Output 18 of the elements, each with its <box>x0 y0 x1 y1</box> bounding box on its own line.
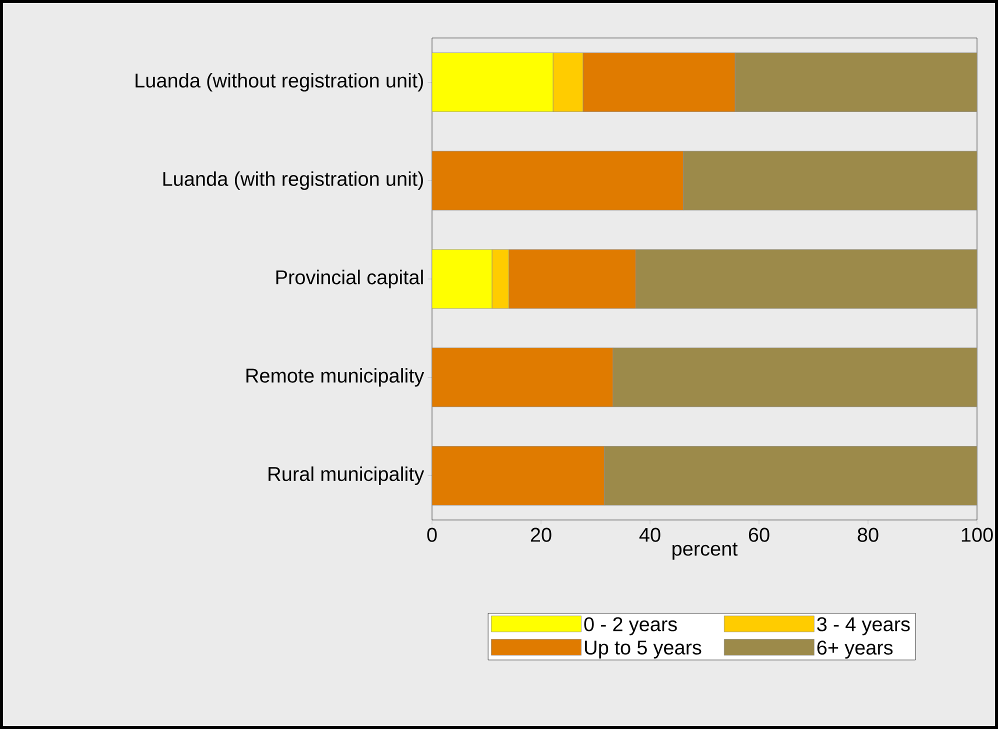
legend-label: Up to 5 years <box>585 640 702 659</box>
y-tick-label: Luanda (with registration unit) <box>163 171 423 190</box>
y-tick-label: Remote municipality <box>246 368 424 387</box>
bar <box>432 52 554 112</box>
x-tick-label: 80 <box>858 528 878 542</box>
x-tick-label: 20 <box>530 528 552 542</box>
x-axis-title: percent <box>672 542 738 560</box>
bar <box>432 249 492 309</box>
legend-label: 6+ years <box>817 640 893 659</box>
x-tick-label: 60 <box>748 528 770 542</box>
y-tick-label: Luanda (without registration unit) <box>136 72 423 92</box>
legend-label: 3 - 4 years <box>817 617 910 636</box>
legend-label: 0 - 2 years <box>584 617 677 636</box>
y-tick-label: Provincial capital <box>276 270 423 288</box>
y-tick-label: Rural municipality <box>268 466 424 486</box>
x-tick-label: 0 <box>427 528 437 542</box>
x-tick-label: 40 <box>639 528 660 542</box>
x-tick-label: 100 <box>962 528 993 542</box>
